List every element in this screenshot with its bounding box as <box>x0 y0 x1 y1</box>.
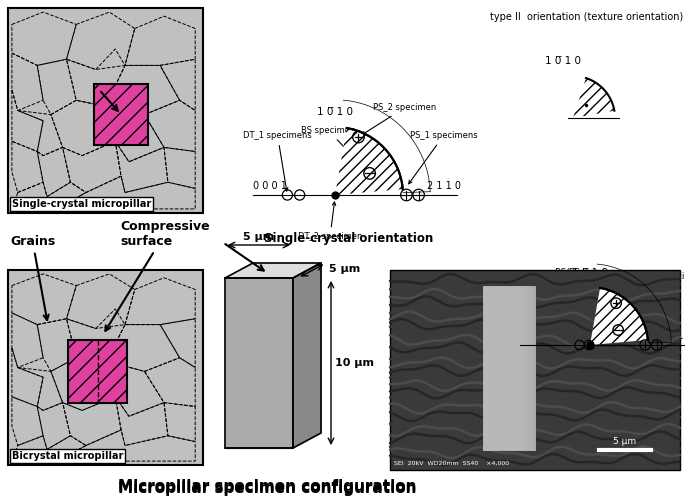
Text: 0 0 0 1: 0 0 0 1 <box>253 181 287 191</box>
Text: BS/BS specimen: BS/BS specimen <box>605 354 673 399</box>
Text: Compressive
surface: Compressive surface <box>105 220 210 331</box>
Text: 5 μm: 5 μm <box>613 437 636 446</box>
Text: type II  orientation (texture orientation): type II orientation (texture orientation… <box>490 12 683 22</box>
Bar <box>523 286 525 450</box>
Text: Bicrystal micropillar: Bicrystal micropillar <box>12 451 123 461</box>
Text: 0 0 0 1: 0 0 0 1 <box>521 331 554 341</box>
Bar <box>94 84 149 145</box>
Text: DT_1/DT_2 specimen: DT_1/DT_2 specimen <box>532 296 620 341</box>
Text: Bicrystal orientation: Bicrystal orientation <box>527 384 664 397</box>
Bar <box>8 270 203 465</box>
Text: 1 0̅ 1 0: 1 0̅ 1 0 <box>317 107 353 117</box>
Text: 5 μm: 5 μm <box>329 263 360 273</box>
Bar <box>521 286 523 450</box>
Text: 2 1 1 0: 2 1 1 0 <box>427 181 461 191</box>
Text: Single-crystal micropillar: Single-crystal micropillar <box>12 199 151 209</box>
Bar <box>483 286 535 450</box>
Bar <box>530 286 532 450</box>
Text: 5 μm: 5 μm <box>243 232 275 242</box>
Bar <box>535 286 536 450</box>
Text: 1 0̅ 1 0: 1 0̅ 1 0 <box>572 268 608 278</box>
Text: Grains: Grains <box>10 235 55 320</box>
Bar <box>527 286 529 450</box>
Text: PS_2 specimen: PS_2 specimen <box>362 103 436 135</box>
Text: Micropillar specimen configuration: Micropillar specimen configuration <box>118 481 416 496</box>
Bar <box>532 286 534 450</box>
Polygon shape <box>590 288 648 345</box>
Polygon shape <box>293 263 321 448</box>
Polygon shape <box>225 278 293 448</box>
Polygon shape <box>225 263 321 278</box>
Bar <box>390 270 680 470</box>
Bar <box>68 340 127 403</box>
Bar <box>525 286 526 450</box>
Text: Single-crystal orientation: Single-crystal orientation <box>264 233 433 246</box>
Bar <box>534 286 535 450</box>
Bar <box>529 286 530 450</box>
Text: DT_1 specimens: DT_1 specimens <box>243 131 312 191</box>
Text: PS_1 specimens: PS_1 specimens <box>409 131 477 184</box>
Text: DT_2 specimen: DT_2 specimen <box>298 202 362 242</box>
Text: 1 0̅ 1 0: 1 0̅ 1 0 <box>545 56 581 66</box>
Bar <box>8 8 203 213</box>
Text: SEI  20kV  WD20mm  SS40    ×4,000: SEI 20kV WD20mm SS40 ×4,000 <box>394 461 509 466</box>
Polygon shape <box>335 128 403 195</box>
Polygon shape <box>573 78 614 118</box>
Text: BS/PS_2 specimen: BS/PS_2 specimen <box>620 272 685 301</box>
Text: 10 μm: 10 μm <box>335 358 374 368</box>
Bar <box>526 286 527 450</box>
Text: 2 1 1 0: 2 1 1 0 <box>669 331 685 341</box>
Text: BS/BS specimen: BS/BS specimen <box>556 268 623 326</box>
Text: Micropillar specimen configuration: Micropillar specimen configuration <box>118 479 416 494</box>
Text: BS specimen: BS specimen <box>301 126 366 171</box>
